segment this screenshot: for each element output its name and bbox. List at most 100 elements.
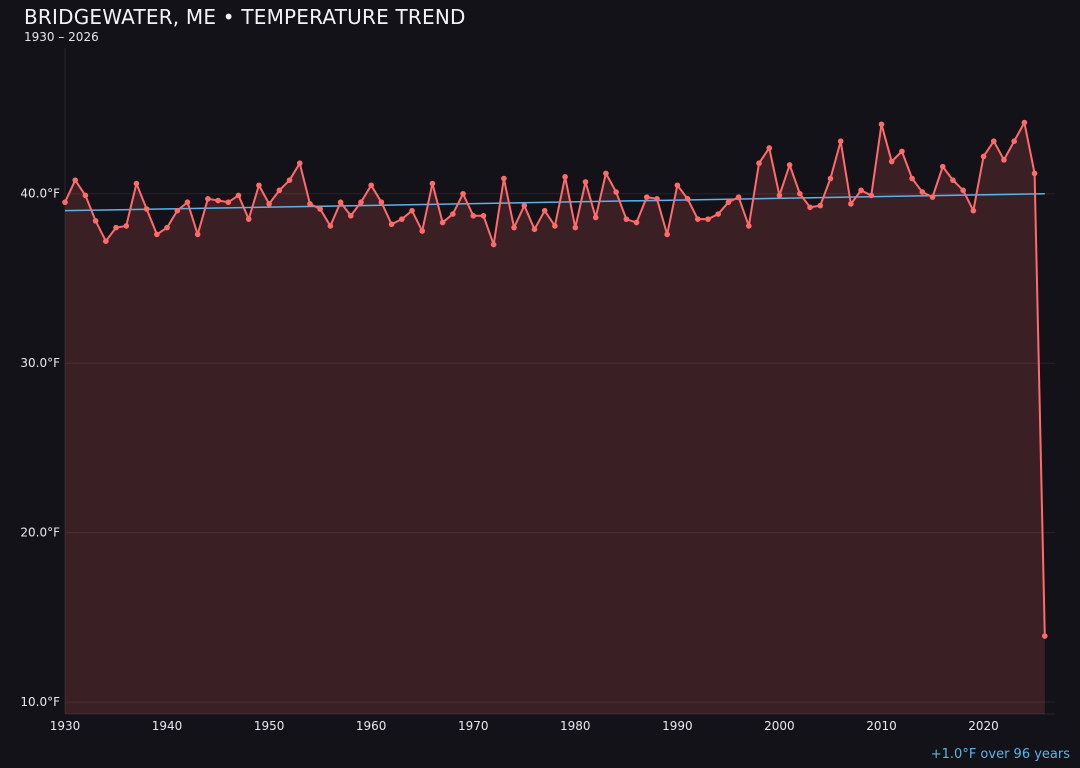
data-point-2017 [950,177,956,183]
data-point-2020 [980,153,987,160]
data-point-1965 [419,228,426,234]
data-point-1967 [439,219,446,226]
data-point-2004 [817,202,824,209]
data-point-1983 [603,170,609,177]
chart-title: BRIDGEWATER, ME • TEMPERATURE TREND [24,5,466,29]
x-tick-label: 1970 [458,719,489,733]
data-point-1992 [694,216,701,222]
data-point-1948 [245,216,252,222]
data-point-2009 [868,192,875,199]
data-point-1985 [623,216,630,222]
data-point-1966 [429,180,436,187]
data-point-1981 [582,179,589,185]
data-point-1936 [123,223,130,229]
data-point-1933 [92,218,99,224]
x-tick-label: 2000 [764,719,795,733]
data-point-2001 [786,162,793,168]
data-point-2022 [1001,157,1007,163]
data-point-1958 [347,212,354,219]
x-tick-label: 2020 [968,719,999,733]
data-point-1932 [82,192,89,199]
x-tick-label: 1940 [152,719,183,733]
data-point-1953 [296,160,303,167]
data-point-1977 [541,207,548,214]
data-point-2023 [1011,138,1017,145]
trend-annotation: +1.0°F over 96 years [930,747,1070,762]
data-point-2015 [929,194,936,200]
data-point-1940 [164,224,170,231]
data-point-2003 [807,204,813,211]
trend-line [64,192,1045,212]
data-point-2026 [1041,633,1048,639]
data-point-2024 [1021,119,1028,126]
y-tick-label: 40.0°F [20,187,60,201]
data-point-1984 [613,189,619,195]
data-point-1982 [592,214,599,221]
data-point-1993 [705,216,711,222]
data-point-1972 [490,241,497,248]
data-point-2011 [888,158,895,165]
data-point-1962 [388,221,395,228]
data-point-1988 [654,196,660,202]
data-point-1959 [358,199,364,206]
data-point-1968 [450,211,456,217]
data-point-1931 [72,177,79,183]
data-point-1951 [276,187,283,194]
data-point-1991 [684,196,691,202]
data-point-2021 [990,138,997,145]
data-point-1955 [317,206,323,212]
data-point-1974 [511,224,517,231]
data-point-1973 [501,175,507,182]
x-tick-label: 1930 [50,719,81,733]
data-point-1994 [715,211,721,217]
data-point-1949 [256,182,262,189]
data-point-2025 [1031,170,1038,177]
data-point-1944 [205,196,211,202]
x-tick-label: 1990 [662,719,693,733]
data-point-1999 [766,145,773,151]
data-point-1990 [674,182,681,189]
data-point-1997 [746,223,752,229]
data-point-2006 [837,138,844,145]
data-point-1946 [225,199,232,206]
data-point-1930 [62,199,68,206]
x-tick-label: 2010 [866,719,897,733]
data-point-1995 [725,199,732,206]
temperature-area [65,122,1045,715]
data-point-1942 [184,199,191,206]
data-point-2007 [848,201,854,207]
data-point-1975 [521,202,528,209]
data-point-2013 [909,175,915,182]
data-point-1954 [307,201,313,207]
data-point-1956 [327,223,334,229]
data-point-1957 [337,199,344,206]
data-point-1989 [664,231,670,238]
data-point-1979 [562,173,568,180]
data-point-1963 [399,216,405,222]
data-point-2010 [878,121,885,128]
data-point-1970 [470,212,477,219]
x-tick-label: 1980 [560,719,591,733]
data-point-1971 [480,212,487,219]
data-point-2000 [776,192,783,199]
data-point-1986 [633,219,640,226]
data-point-1980 [572,224,579,231]
data-point-2016 [939,163,946,170]
data-point-1950 [266,201,272,207]
data-point-1935 [113,224,119,231]
chart-subtitle: 1930 – 2026 [24,30,99,44]
data-point-1976 [531,226,538,233]
data-point-1961 [378,199,385,206]
data-point-1996 [735,194,742,200]
y-tick-label: 30.0°F [20,356,60,370]
data-point-1998 [756,160,762,167]
data-point-1960 [368,182,374,189]
data-point-1941 [174,207,181,214]
data-point-1964 [409,207,415,214]
data-point-1952 [286,177,293,183]
data-point-1943 [194,231,201,238]
data-point-2012 [899,148,905,155]
data-point-1934 [103,238,109,244]
x-tick-label: 1950 [254,719,285,733]
